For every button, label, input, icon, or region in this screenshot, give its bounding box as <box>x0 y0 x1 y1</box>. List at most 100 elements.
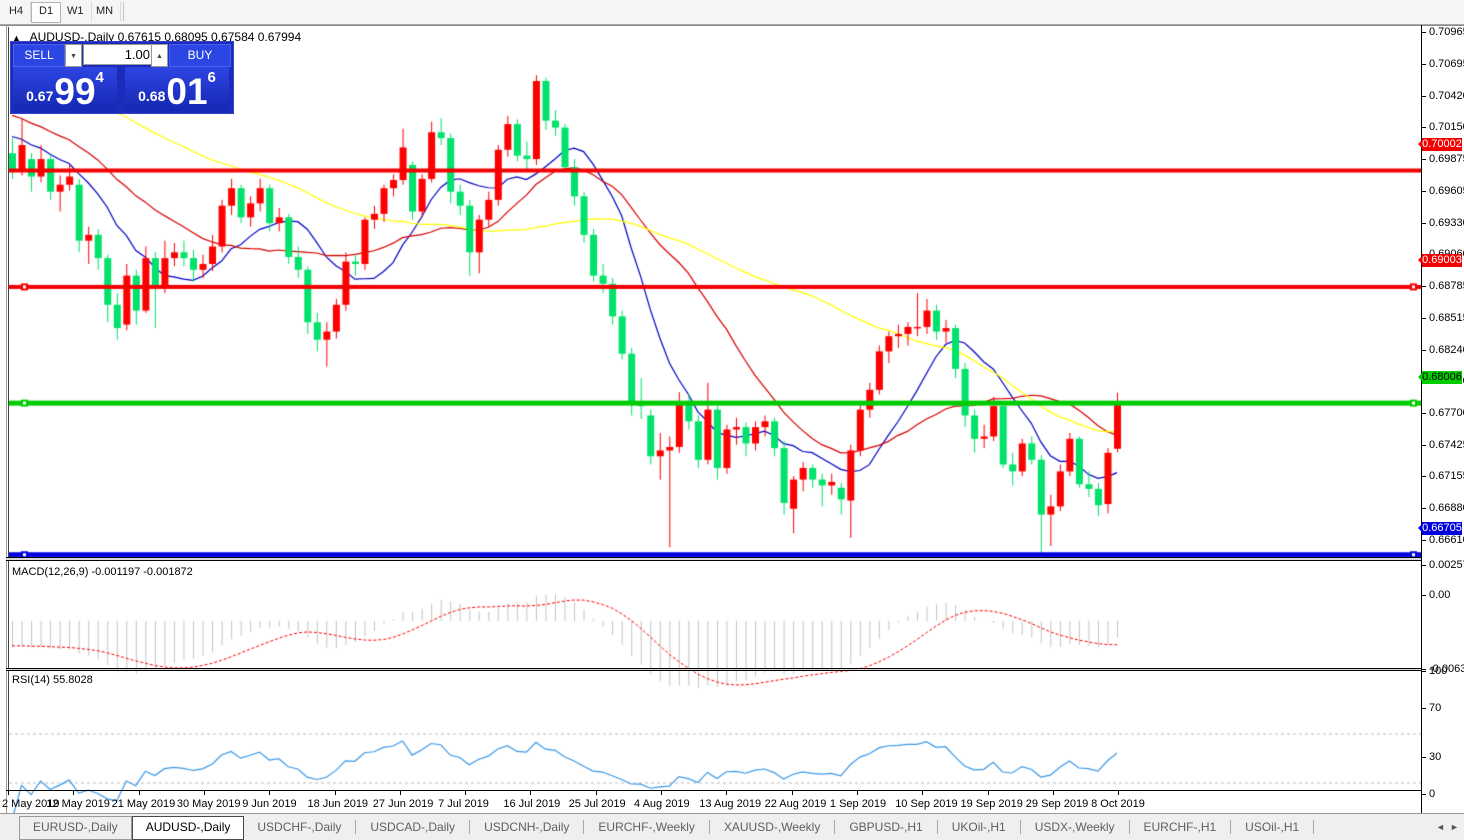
time-axis-label: 25 Jul 2019 <box>568 798 626 810</box>
rsi-pane-top-border <box>6 670 1421 671</box>
time-axis-tick <box>1052 791 1054 795</box>
window-border <box>6 25 7 839</box>
sell-price[interactable]: 0.67 99 4 <box>13 67 117 111</box>
tab-audusd-daily[interactable]: AUDUSD-,Daily <box>131 816 245 840</box>
tab-usdcnh-daily[interactable]: USDCNH-,Daily <box>484 820 570 834</box>
macd-axis-tick <box>1421 564 1426 566</box>
price-axis-tick <box>1421 190 1426 192</box>
tab-xauusd-weekly[interactable]: XAUUSD-,Weekly <box>723 820 821 834</box>
time-axis-label: 22 Aug 2019 <box>764 798 827 810</box>
price-axis-label: 0.68785 <box>1429 280 1464 293</box>
time-axis-tick <box>138 791 140 795</box>
sell-price-base: 0.67 <box>26 88 54 104</box>
time-axis-tick <box>465 791 467 795</box>
tab-separator <box>1313 820 1315 834</box>
arrow-up-icon: ▲ <box>156 53 163 60</box>
time-axis-tick <box>8 791 9 795</box>
tab-gbpusd-h1[interactable]: GBPUSD-,H1 <box>849 820 923 834</box>
rsi-axis-label: 30 <box>1429 751 1442 763</box>
price-axis-tick <box>1421 476 1426 478</box>
tab-separator <box>708 820 710 834</box>
macd-axis-tick <box>1421 594 1426 596</box>
volume-input[interactable] <box>83 44 155 65</box>
pane-separator[interactable] <box>6 668 1421 669</box>
macd-canvas[interactable] <box>9 587 1421 694</box>
tab-separator <box>583 820 585 834</box>
tab-eurusd-daily[interactable]: EURUSD-,Daily <box>19 816 132 840</box>
time-axis-border <box>6 790 1421 791</box>
price-axis-tick <box>1421 159 1426 161</box>
pane-separator[interactable] <box>6 557 1421 558</box>
rsi-axis-tick <box>1421 757 1426 758</box>
price-axis-label: 0.69605 <box>1429 184 1464 197</box>
sell-button[interactable]: SELL <box>13 44 65 67</box>
time-axis-tick <box>661 791 662 795</box>
tab-usdchf-daily[interactable]: USDCHF-,Daily <box>257 820 342 834</box>
price-chart-canvas[interactable] <box>9 51 1421 583</box>
chart-title: ▲ AUDUSD-,Daily 0.67615 0.68095 0.67584 … <box>12 30 301 44</box>
timeframe-button-d1[interactable]: D1 <box>31 2 62 23</box>
price-axis-tick <box>1421 508 1426 510</box>
macd-label: MACD(12,26,9) -0.001197 -0.001872 <box>12 566 193 578</box>
volume-up-button[interactable]: ▲ <box>151 44 168 67</box>
time-axis-tick <box>595 791 597 795</box>
time-axis-tick <box>203 791 205 795</box>
price-axis-tick <box>1421 539 1426 541</box>
timeframe-button-h4[interactable]: H4 <box>2 2 32 21</box>
rsi-axis-tick <box>1421 671 1426 673</box>
time-axis-label: 29 Sep 2019 <box>1025 798 1089 810</box>
price-axis-tick <box>1421 32 1426 34</box>
timeframe-button-mn[interactable]: MN <box>89 2 122 21</box>
one-click-trading-panel: SELL ▼ ▲ BUY 0.67 99 4 0.68 01 6 <box>10 41 234 114</box>
volume-down-button[interactable]: ▼ <box>65 44 82 67</box>
tab-separator <box>1128 820 1130 834</box>
tab-usdcad-daily[interactable]: USDCAD-,Daily <box>370 820 456 834</box>
price-axis-label: 0.69875 <box>1429 153 1464 166</box>
tabs-scroll-left-icon[interactable]: ◄ <box>1436 822 1445 832</box>
tab-separator <box>1019 820 1021 834</box>
one-click-panel-toggle-icon[interactable]: ▲ <box>12 33 21 43</box>
hline-badge-arrow-icon <box>1418 256 1422 265</box>
tab-eurchf-weekly[interactable]: EURCHF-,Weekly <box>598 820 695 834</box>
time-axis-label: 27 Jun 2019 <box>372 798 434 810</box>
buy-price[interactable]: 0.68 01 6 <box>125 67 229 111</box>
hline-badge-arrow-icon <box>1418 140 1422 148</box>
arrow-down-icon: ▼ <box>70 53 77 60</box>
hline-price-badge: 0.68006 <box>1418 370 1462 384</box>
macd-pane-top-border <box>6 560 1421 561</box>
toolbar-separator <box>123 2 124 21</box>
rsi-label: RSI(14) 55.8028 <box>12 674 93 686</box>
tabs-scroll-right-icon[interactable]: ► <box>1450 822 1459 832</box>
buy-price-pips: 01 <box>166 71 208 112</box>
macd-axis-label: 0.00 <box>1429 588 1451 601</box>
price-axis-tick <box>1421 412 1426 414</box>
pane-left-border <box>8 27 9 790</box>
rsi-axis-label: 100 <box>1429 665 1448 678</box>
tab-ukoil-h1[interactable]: UKOil-,H1 <box>951 820 1006 834</box>
time-axis-label: 8 Oct 2019 <box>1091 798 1145 810</box>
tab-separator <box>834 820 836 834</box>
time-axis-label: 9 Jun 2019 <box>242 798 297 810</box>
price-axis-tick <box>1421 95 1426 97</box>
buy-price-base: 0.68 <box>138 88 166 104</box>
sell-price-point: 4 <box>95 69 104 86</box>
time-axis-label: 13 Aug 2019 <box>699 798 762 810</box>
rsi-canvas[interactable] <box>9 697 1421 816</box>
tab-separator <box>355 820 357 834</box>
price-axis-tick <box>1421 444 1426 446</box>
tab-usdx-weekly[interactable]: USDX-,Weekly <box>1034 820 1115 834</box>
time-axis-label: 7 Jul 2019 <box>438 798 489 810</box>
time-axis-tick <box>922 791 924 795</box>
chart-title-symbol: AUDUSD-,Daily <box>29 30 115 44</box>
price-axis-border <box>1421 25 1422 813</box>
buy-button[interactable]: BUY <box>169 44 231 67</box>
time-axis-tick <box>1118 791 1120 795</box>
tab-separator <box>469 820 471 834</box>
tab-eurchf-h1[interactable]: EURCHF-,H1 <box>1143 820 1217 834</box>
pane-splitter[interactable] <box>6 558 1421 560</box>
tab-usoil-h1[interactable]: USOil-,H1 <box>1245 820 1300 834</box>
timeframe-button-w1[interactable]: W1 <box>60 2 92 21</box>
